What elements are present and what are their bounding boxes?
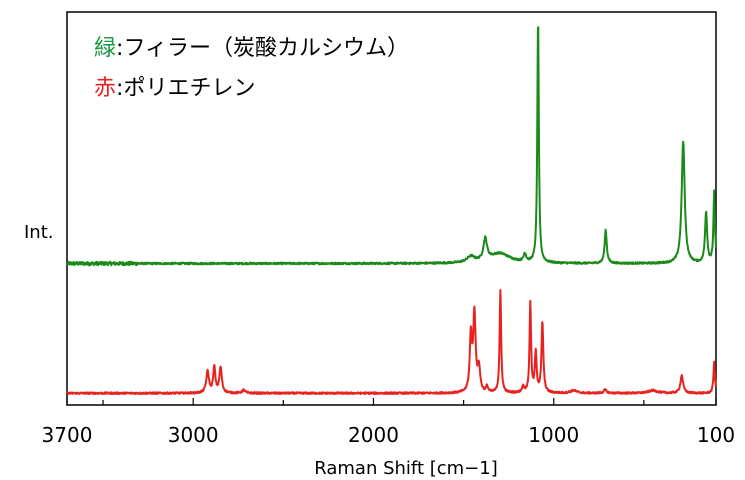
series-line-1 [66,289,717,396]
x-tick-label-0: 3700 [42,423,93,447]
x-tick-label-2: 2000 [348,423,399,447]
x-axis-label: Raman Shift [cm−1] [314,458,497,479]
series-line-0 [66,26,717,267]
legend-key-green: 緑 [94,36,116,61]
x-axis-ticks [66,398,717,405]
legend-entry-filler: 緑:フィラー（炭酸カルシウム） [94,36,409,61]
x-tick-label-3: 1000 [528,423,579,447]
x-tick-label-1: 3000 [168,423,219,447]
legend-key-red: 赤 [94,76,116,101]
plot-frame [66,11,717,406]
x-tick-label-4: 100 [697,423,735,447]
series-layer [66,26,717,396]
legend-entry-polyethylene: 赤:ポリエチレン [94,76,255,101]
legend: 緑:フィラー（炭酸カルシウム） 赤:ポリエチレン [94,36,409,101]
x-tick-labels: 3700 3000 2000 1000 100 [42,423,736,447]
y-axis-label: Int. [24,222,54,243]
